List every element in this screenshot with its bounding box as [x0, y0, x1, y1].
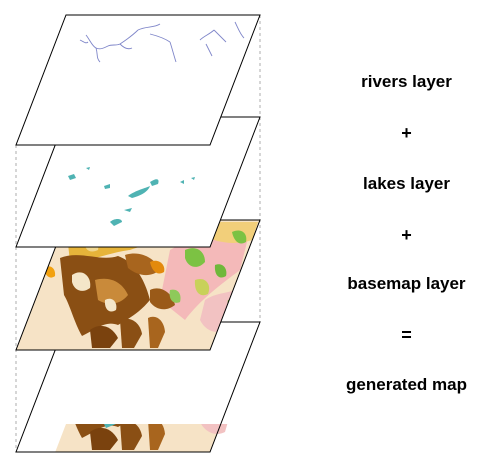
- equals-operator: =: [401, 325, 412, 345]
- basemap-layer-label: basemap layer: [347, 274, 466, 293]
- rivers-layer: [15, 14, 261, 146]
- rivers-layer-label: rivers layer: [361, 72, 452, 91]
- basemap-layer: [15, 219, 261, 351]
- plus-operator-2: +: [401, 225, 412, 245]
- lakes-layer-label: lakes layer: [363, 174, 450, 193]
- layer-labels: rivers layer + lakes layer + basemap lay…: [320, 0, 493, 468]
- layer-stack-diagram: [15, 14, 261, 453]
- lakes-layer: [15, 116, 261, 248]
- plus-operator-1: +: [401, 123, 412, 143]
- generated-map-label: generated map: [346, 375, 467, 394]
- generated-layer: [15, 321, 261, 453]
